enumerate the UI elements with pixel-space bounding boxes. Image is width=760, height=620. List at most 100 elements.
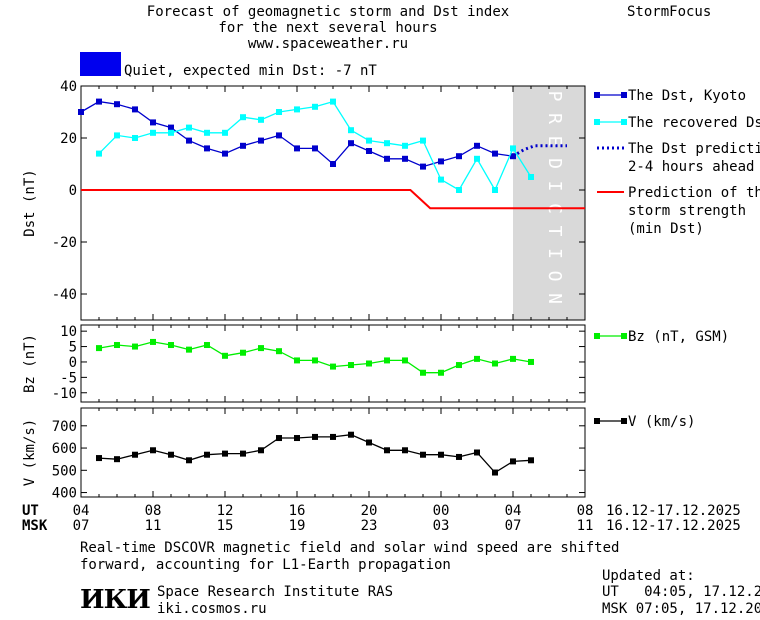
prediction-label-char: E <box>544 136 565 147</box>
legend-v-swatch-marker <box>594 418 600 424</box>
legend-bz-swatch-marker <box>621 333 627 339</box>
dst-series-1-point <box>402 142 408 149</box>
dst-series-0-point <box>240 142 246 149</box>
dst-ytick-label: 40 <box>60 79 77 95</box>
dst-series-0-point <box>456 153 462 160</box>
msk-tick-label: 19 <box>289 518 306 534</box>
v-series-0-point <box>150 447 156 454</box>
v-series-0-point <box>510 458 516 465</box>
bz-ytick-label: -5 <box>60 370 77 386</box>
legend-storm-strength-text: Prediction of the <box>628 185 760 201</box>
v-series-0-point <box>114 456 120 463</box>
bz-series-0-point <box>168 342 174 349</box>
v-series-0-point <box>456 453 462 460</box>
dst-series-0-point <box>96 98 102 105</box>
chart-title-url: www.spaceweather.ru <box>247 36 409 52</box>
dst-series-0-point <box>114 101 120 108</box>
bz-series-0-point <box>96 345 102 352</box>
v-series-0-point <box>186 457 192 464</box>
dst-series-1-point <box>204 129 210 136</box>
note-line1: Real-time DSCOVR magnetic field and sola… <box>80 540 620 556</box>
v-ytick-label: 700 <box>52 419 77 435</box>
v-series-0-point <box>474 449 480 456</box>
legend-v-text: V (km/s) <box>628 414 695 430</box>
bz-series-0-point <box>384 357 390 364</box>
dst-series-1-point <box>438 176 444 183</box>
bz-series-0-point <box>186 346 192 353</box>
ut-axis-label: UT <box>22 503 39 519</box>
dst-series-0-point <box>276 132 282 139</box>
v-series-0-point <box>528 457 534 464</box>
dst-series-1-point <box>492 187 498 193</box>
dst-series-1-point <box>366 137 372 144</box>
msk-tick-label: 23 <box>361 518 378 534</box>
dst-series-1-point <box>168 129 174 136</box>
dst-series-1-point <box>330 98 336 105</box>
dst-ytick-label: -20 <box>52 235 77 251</box>
legend-storm-strength-text: storm strength <box>628 203 746 219</box>
dst-series-0-point <box>132 106 138 113</box>
prediction-label-char: P <box>544 91 565 102</box>
bz-series-0-point <box>528 358 534 365</box>
dst-series-3-line <box>81 189 585 210</box>
bz-ytick-label: 10 <box>60 324 77 340</box>
legend-dst-kyoto-text: The Dst, Kyoto <box>628 88 746 104</box>
dst-series-0-point <box>222 150 228 157</box>
prediction-label-char: D <box>544 158 565 169</box>
prediction-label-char: O <box>544 271 565 282</box>
prediction-label-char: I <box>544 181 565 192</box>
legend-v-swatch-marker <box>621 418 627 424</box>
v-series-0-point <box>132 451 138 458</box>
bz-series-0-point <box>456 362 462 369</box>
msk-tick-label: 15 <box>217 518 234 534</box>
bz-ytick-label: 0 <box>69 355 77 371</box>
updated-msk: MSK 07:05, 17.12.2025 <box>602 601 760 617</box>
v-ytick-label: 400 <box>52 486 77 502</box>
bz-ylabel: Bz (nT) <box>22 334 38 393</box>
v-axes-frame <box>80 407 586 498</box>
chart-title-line2: for the next several hours <box>218 20 438 36</box>
dst-series-1-point <box>114 132 120 139</box>
brand-name: StormFocus <box>627 4 712 20</box>
msk-range-text: 16.12-17.12.2025 <box>606 518 741 534</box>
dst-series-0-point <box>204 145 210 152</box>
dst-series-0-point <box>294 145 300 152</box>
v-series-0-point <box>366 439 372 446</box>
dst-series-1-point <box>258 116 264 123</box>
v-ytick-label: 600 <box>52 441 77 457</box>
dst-series-0-point <box>348 140 354 147</box>
ut-tick-label: 16 <box>289 503 306 519</box>
bz-series-0-point <box>132 343 138 350</box>
bz-series-0-point <box>222 352 228 359</box>
bz-series-0-point <box>402 357 408 364</box>
iki-logo: ИКИ <box>80 585 151 615</box>
prediction-label-char: R <box>544 113 565 124</box>
msk-tick-label: 11 <box>145 518 162 534</box>
dst-series-1-point <box>150 129 156 136</box>
dst-series-0-point <box>78 109 84 115</box>
dst-series-0-point <box>168 124 174 131</box>
dst-series-0-point <box>420 163 426 170</box>
dst-ylabel: Dst (nT) <box>22 169 38 236</box>
dst-axes-frame <box>80 85 586 321</box>
ut-tick-label: 20 <box>361 503 378 519</box>
v-series-0-point <box>258 447 264 454</box>
v-series-0-point <box>96 455 102 462</box>
legend-dst-kyoto-swatch-marker <box>621 92 627 98</box>
bz-series-0-point <box>294 357 300 364</box>
dst-series-1-point <box>96 150 102 157</box>
bz-series-0-point <box>510 355 516 362</box>
ut-range-text: 16.12-17.12.2025 <box>606 503 741 519</box>
note-line2: forward, accounting for L1-Earth propaga… <box>80 557 451 573</box>
v-series-0-point <box>492 469 498 476</box>
dst-ytick-label: 0 <box>69 183 77 199</box>
bz-series-0-point <box>276 348 282 355</box>
status-text: Quiet, expected min Dst: -7 nT <box>124 63 377 79</box>
dst-series-0-point <box>384 155 390 162</box>
bz-series-0-point <box>312 357 318 364</box>
bz-series-0-point <box>348 362 354 369</box>
legend-dst-prediction-text: The Dst prediction <box>628 141 760 157</box>
dst-series-0-point <box>474 142 480 149</box>
dst-series-1-point <box>528 174 534 180</box>
v-ytick-label: 500 <box>52 463 77 479</box>
